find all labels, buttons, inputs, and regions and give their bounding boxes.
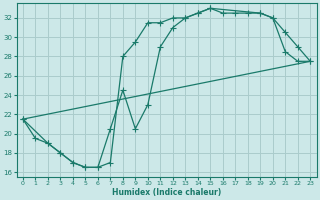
X-axis label: Humidex (Indice chaleur): Humidex (Indice chaleur) xyxy=(112,188,221,197)
